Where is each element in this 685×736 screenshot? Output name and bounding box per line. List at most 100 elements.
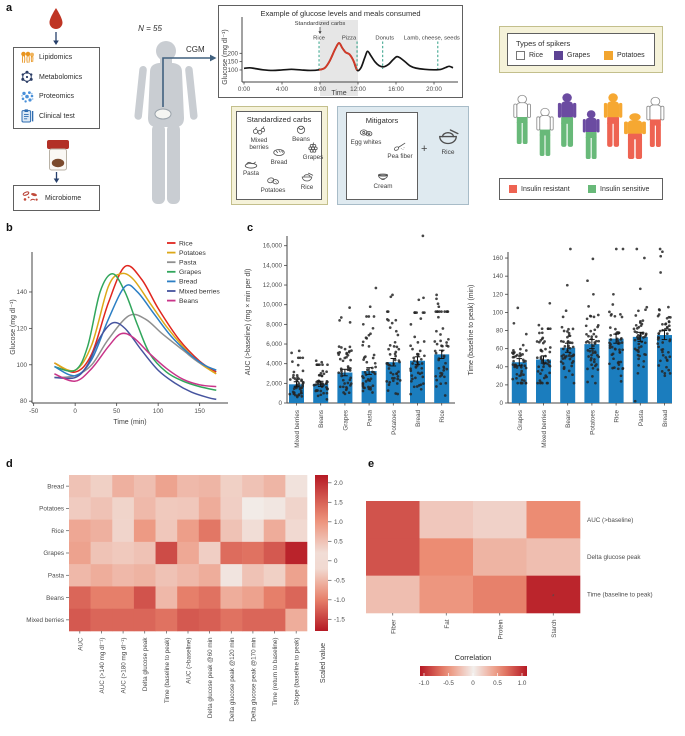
svg-text:50: 50 (113, 408, 121, 415)
svg-text:100: 100 (16, 362, 27, 369)
person-figure-5 (603, 93, 623, 147)
microbiome-glyph (22, 191, 38, 201)
heatmap-cell (155, 475, 178, 498)
heatmap-cell (220, 497, 243, 520)
heatmap-cell (155, 541, 178, 565)
svg-text:Mixed berries: Mixed berries (294, 410, 301, 448)
svg-text:Pasta: Pasta (179, 260, 197, 267)
heatmap-cell (90, 475, 113, 498)
svg-text:100: 100 (227, 67, 238, 74)
svg-text:4,000: 4,000 (266, 361, 282, 368)
scaled_heatmap-chart: Bread Potatoes Rice Grapes Pasta Beans Mixed b… (26, 475, 308, 722)
svg-text:-1.5: -1.5 (334, 617, 345, 624)
food-item-pasta: Pasta (234, 158, 268, 177)
person-figure-3 (557, 93, 577, 147)
food-item-label: Beans (292, 136, 310, 143)
legend-swatch (509, 185, 517, 193)
bread-icon (273, 149, 285, 156)
cgm-sensor (154, 108, 172, 120)
bar-beans (560, 347, 576, 403)
standardized-carbs-inner: Standardized carbs Mixed berries Beans Bre… (234, 111, 323, 200)
svg-text:Pasta: Pasta (48, 572, 65, 579)
heatmap-cell (112, 586, 135, 610)
heatmap-cell (90, 608, 113, 632)
heatmap-cell (242, 586, 265, 610)
heatmap-cell (526, 538, 581, 576)
omics-item-label: Clinical test (39, 112, 75, 120)
panel-b-legend: Rice Potatoes Pasta Grapes Bread Mixed berrie… (167, 240, 220, 305)
auc_by_food-chart: 0 2,000 4,000 6,000 8,000 10,000 12,000 14,000 1… (263, 234, 455, 448)
heatmap-cell (69, 497, 91, 520)
food-item-potatoes: Potatoes (253, 175, 293, 194)
heatmap-cell (155, 519, 178, 543)
svg-text:Donuts: Donuts (375, 36, 394, 42)
rice-icon (439, 129, 459, 145)
svg-text:0: 0 (73, 408, 77, 415)
svg-text:Beans: Beans (46, 595, 64, 602)
svg-text:8:00: 8:00 (314, 86, 327, 93)
svg-text:AUC (>baseline): AUC (>baseline) (587, 517, 633, 524)
food-item-rice: Rice (291, 172, 323, 191)
svg-text:80: 80 (20, 398, 28, 405)
heatmap-cell (69, 608, 91, 632)
panel-d-label: d (6, 458, 13, 470)
heatmap-cell (155, 608, 178, 632)
omics-item-clinical: Clinical test (14, 107, 99, 127)
heatmap-cell (242, 608, 265, 632)
heatmap-cell (198, 541, 221, 565)
proteomics-icon (21, 90, 34, 103)
legend-label: Rice (529, 52, 544, 59)
heatmap-cell (133, 586, 156, 610)
svg-text:0.5: 0.5 (493, 680, 502, 687)
heatmap-cell (242, 564, 265, 587)
heatmap-cell (285, 497, 308, 520)
grapes-icon (308, 142, 318, 153)
heatmap-cell (263, 608, 286, 632)
row-labels: AUC (>baseline) Delta glucose peak Time (b… (587, 517, 653, 599)
svg-text:140: 140 (16, 289, 27, 296)
series-rice (54, 264, 217, 373)
spiker-persons (513, 93, 665, 160)
svg-text:Mixed berries: Mixed berries (179, 288, 220, 295)
cream-icon (378, 173, 388, 181)
heatmap-cell (263, 586, 286, 610)
svg-text:Delta glucose peak @60 min: Delta glucose peak @60 min (207, 637, 214, 718)
svg-text:40: 40 (496, 364, 504, 371)
svg-text:0: 0 (278, 400, 282, 407)
microbiome-box: Microbiome (13, 185, 100, 211)
svg-text:*: * (552, 593, 555, 600)
spiker-legend-rice: Rice (516, 51, 543, 60)
heatmap-cell (177, 497, 200, 520)
lipidomics-icon (21, 51, 34, 63)
heatmap-cell (177, 608, 200, 632)
person-figure-6 (624, 113, 646, 160)
svg-text:120: 120 (492, 291, 503, 298)
panel-c-label: c (247, 222, 254, 234)
cgm-label: CGM (186, 45, 205, 54)
svg-text:Rice: Rice (179, 240, 193, 247)
glucose-curves-chart: 80 100 120 140 -50 0 50 100 150 Rice Potatoes Pasta… (16, 240, 228, 415)
insulin-legend-box: Insulin resistant Insulin sensitive (499, 178, 663, 200)
series-mixed-berries (54, 321, 217, 401)
standardized-carbs-title: Standardized carbs (246, 115, 312, 124)
n-label: N = 55 (138, 24, 162, 33)
heatmap-cell (419, 501, 474, 539)
panel-b-xlabel: Time (min) (113, 419, 146, 426)
svg-text:Beans: Beans (179, 298, 199, 305)
omics-item-label: Lipidomics (39, 54, 73, 62)
svg-text:Starch: Starch (551, 619, 558, 638)
heatmap-cell (90, 497, 113, 520)
svg-text:2.0: 2.0 (334, 480, 343, 487)
heatmap-cell (90, 564, 113, 587)
svg-text:16,000: 16,000 (263, 243, 283, 250)
svg-text:Delta glucose peak: Delta glucose peak (587, 554, 641, 561)
heatmap-cell (526, 575, 581, 614)
heatmap-cell (263, 564, 286, 587)
svg-text:0: 0 (499, 400, 503, 407)
svg-text:Beans: Beans (318, 410, 325, 428)
bar-bread (657, 335, 672, 403)
microbiome-icon (21, 190, 39, 206)
correlation_heatmap-chart: AUC (>baseline) Delta glucose peak Time (b… (366, 501, 653, 639)
heatmap-cell (198, 475, 221, 498)
